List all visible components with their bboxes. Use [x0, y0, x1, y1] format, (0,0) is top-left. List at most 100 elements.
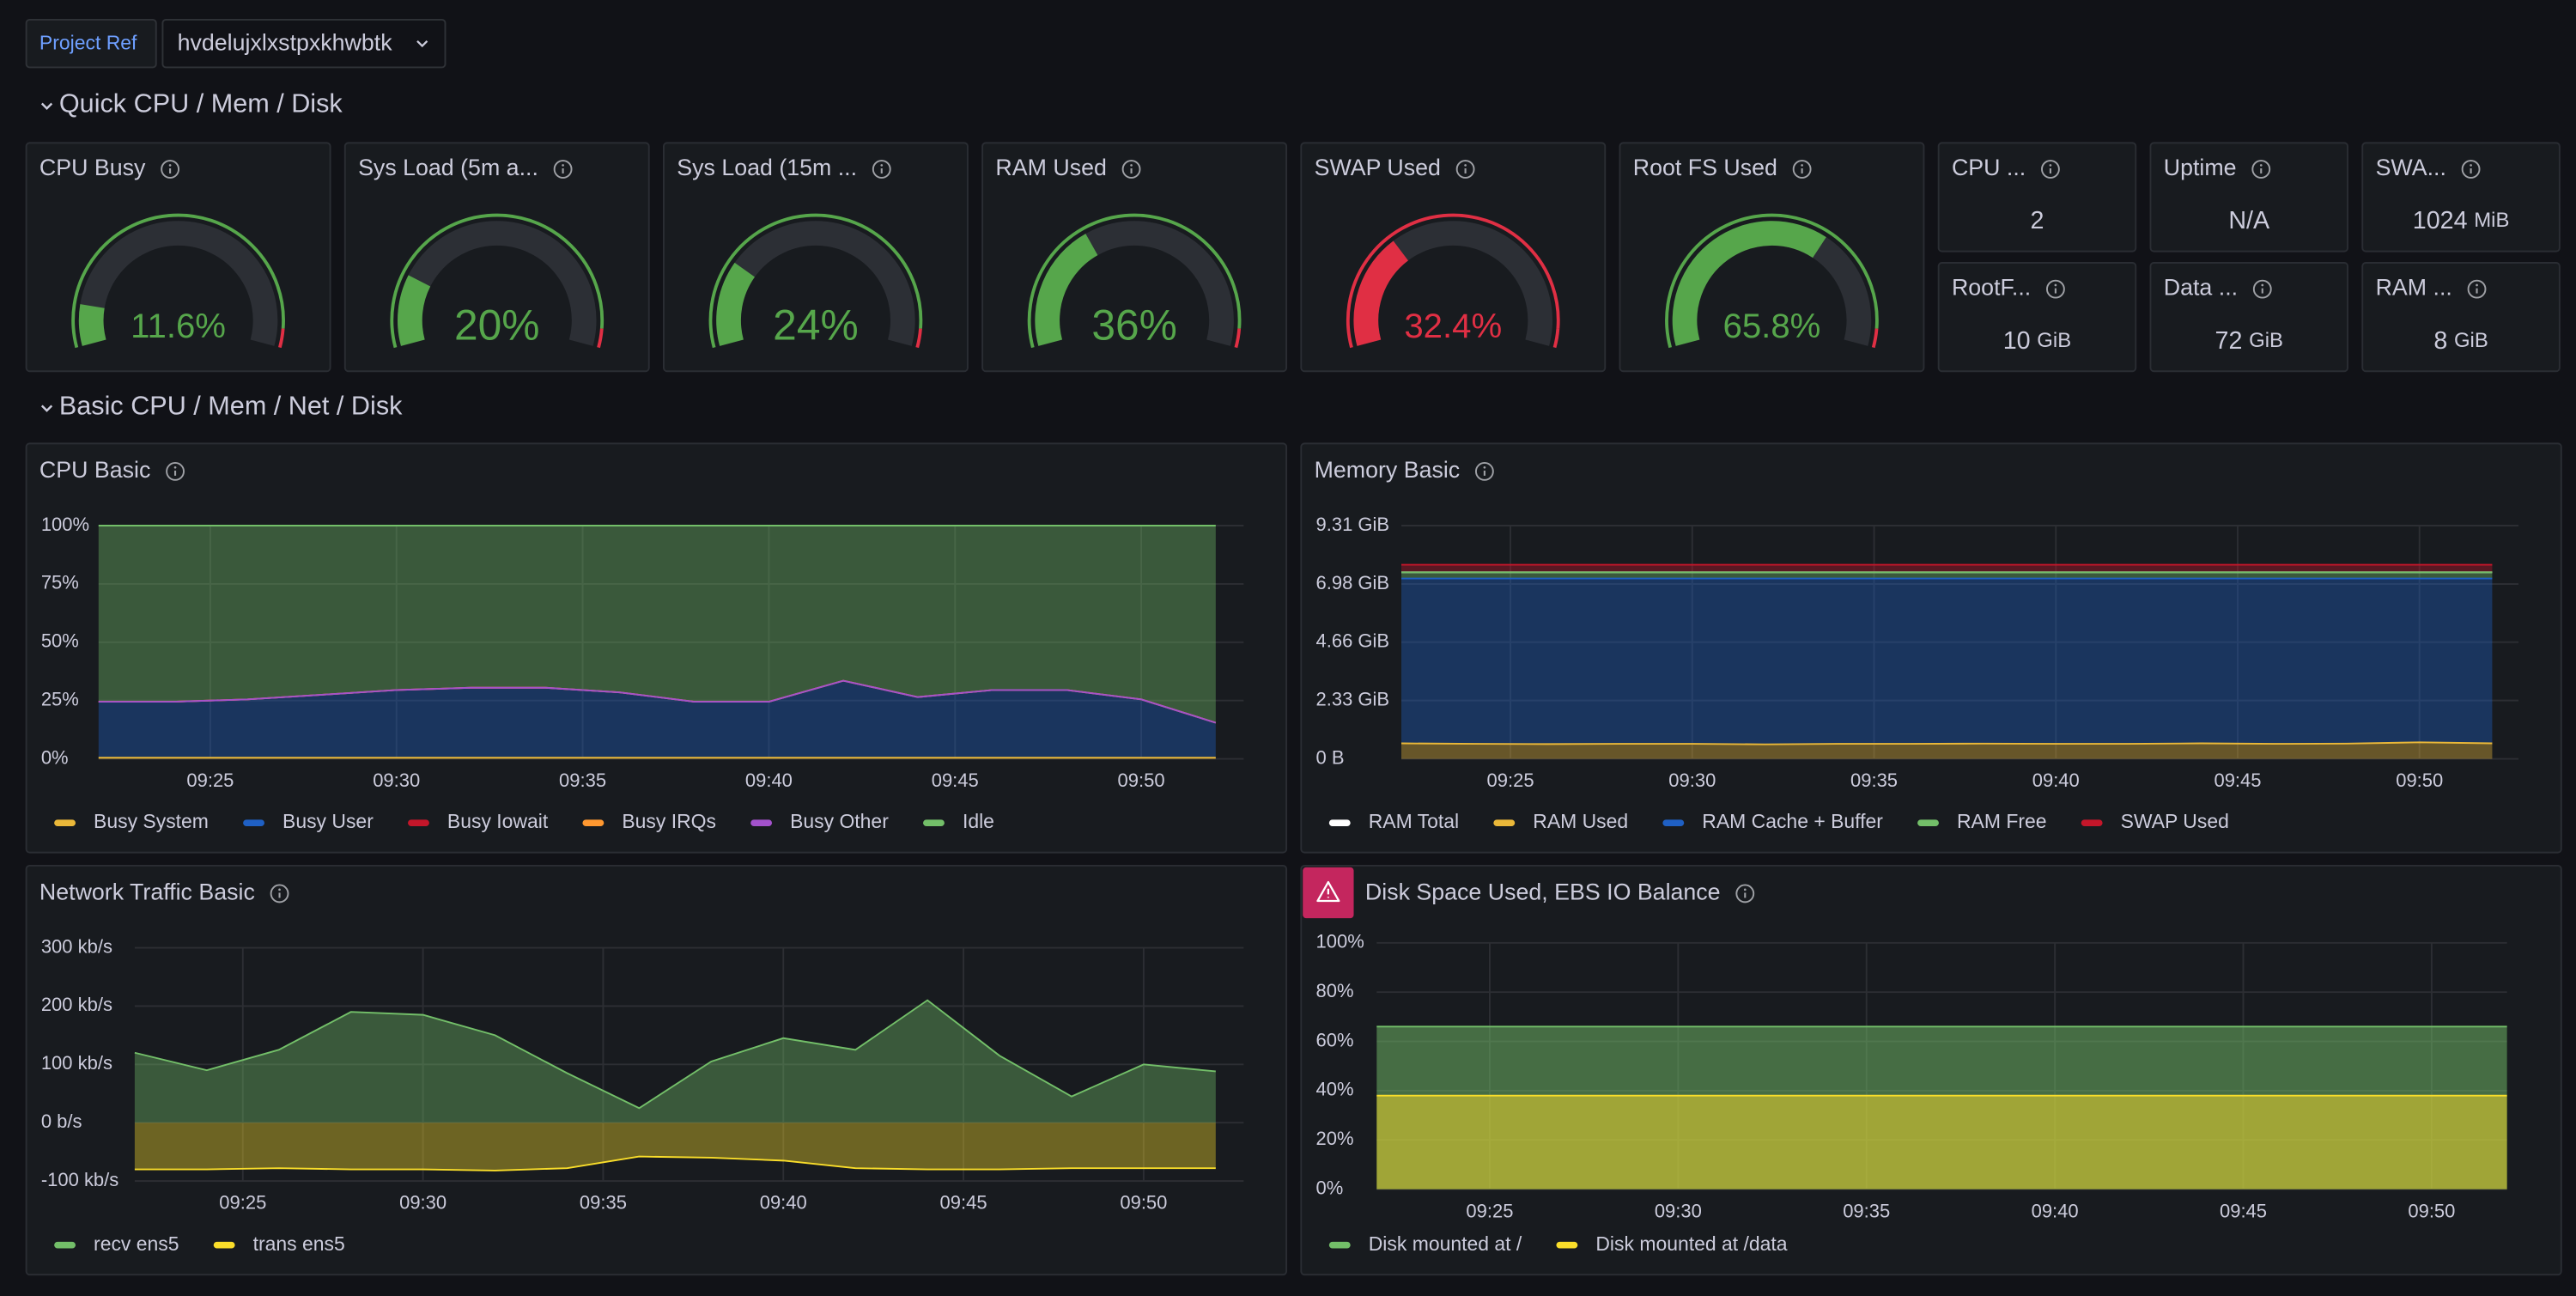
- x-tick-label: 09:30: [1668, 770, 1716, 791]
- stat-value: 8GiB: [2433, 326, 2488, 354]
- panel-title: Sys Load (5m a...: [358, 155, 538, 180]
- info-dot: [562, 164, 564, 167]
- section-title: Basic CPU / Mem / Net / Disk: [59, 391, 403, 420]
- y-tick-label: 100 kb/s: [41, 1052, 112, 1074]
- y-tick-label: 40%: [1316, 1079, 1354, 1100]
- info-dot: [1464, 164, 1467, 167]
- x-tick-label: 09:45: [932, 770, 979, 791]
- info-dot: [1484, 466, 1486, 469]
- y-tick-label: 60%: [1316, 1029, 1354, 1050]
- legend-label: Busy User: [283, 810, 374, 832]
- info-dot: [2470, 164, 2472, 167]
- legend-label: Busy IRQs: [622, 810, 716, 832]
- panel-title: Network Traffic Basic: [39, 879, 255, 905]
- legend-label: trans ens5: [253, 1232, 345, 1255]
- y-tick-label: 100%: [41, 514, 89, 535]
- info-dot: [1744, 888, 1747, 891]
- stat-value: 2: [2030, 207, 2044, 234]
- y-tick-label: 100%: [1316, 931, 1364, 952]
- gauge-value: 20%: [454, 301, 540, 350]
- x-tick-label: 09:30: [399, 1192, 447, 1214]
- info-dot: [2260, 164, 2263, 167]
- legend-label: Busy Iowait: [447, 810, 549, 832]
- stat-value: 1024MiB: [2413, 207, 2510, 234]
- y-tick-label: 50%: [41, 630, 79, 652]
- y-tick-label: 0%: [1316, 1177, 1344, 1198]
- y-tick-label: 9.31 GiB: [1316, 514, 1390, 535]
- panel-title: SWA...: [2376, 155, 2446, 180]
- gauge-value-arc: [410, 281, 419, 343]
- x-tick-label: 09:30: [1655, 1200, 1702, 1221]
- y-tick-label: 25%: [41, 689, 79, 710]
- y-tick-label: 200 kb/s: [41, 994, 112, 1015]
- y-tick-label: 0 B: [1316, 746, 1345, 768]
- y-tick-label: 0%: [41, 746, 69, 768]
- gauge-value: 32.4%: [1404, 307, 1502, 345]
- area-fill: [1401, 565, 2492, 573]
- x-tick-label: 09:45: [940, 1192, 987, 1214]
- info-dot: [1130, 164, 1133, 167]
- project-dropdown[interactable]: hvdelujxlxstpxkhwbtk: [162, 20, 445, 67]
- stat-number: 10: [2003, 326, 2031, 354]
- area-fill: [1401, 572, 2492, 578]
- x-tick-label: 09:45: [2214, 770, 2261, 791]
- legend-label: Disk mounted at /data: [1595, 1232, 1787, 1255]
- x-tick-label: 09:25: [219, 1192, 266, 1214]
- x-tick-label: 09:45: [2220, 1200, 2267, 1221]
- legend-label: recv ens5: [94, 1232, 179, 1255]
- y-tick-label: 2.33 GiB: [1316, 688, 1390, 709]
- info-dot: [1801, 164, 1803, 167]
- x-tick-label: 09:25: [186, 770, 234, 791]
- y-tick-label: 20%: [1316, 1128, 1354, 1149]
- x-tick-label: 09:40: [760, 1192, 807, 1214]
- info-dot: [169, 164, 172, 167]
- section-header[interactable]: Quick CPU / Mem / Disk: [42, 88, 343, 118]
- x-tick-label: 09:50: [2396, 770, 2443, 791]
- gauge-value-arc: [91, 306, 94, 343]
- panel-title: CPU Busy: [39, 155, 146, 180]
- info-dot: [2261, 284, 2263, 287]
- panel-title: CPU ...: [1952, 155, 2026, 180]
- area-fill: [1401, 579, 2492, 745]
- y-tick-label: 6.98 GiB: [1316, 572, 1390, 593]
- x-tick-label: 09:35: [559, 770, 606, 791]
- x-tick-label: 09:30: [373, 770, 420, 791]
- x-tick-label: 09:40: [745, 770, 793, 791]
- info-dot: [278, 888, 281, 891]
- section-header[interactable]: Basic CPU / Mem / Net / Disk: [42, 391, 403, 420]
- info-dot: [2050, 164, 2052, 167]
- stat-number: N/A: [2228, 207, 2270, 234]
- project-label: Project Ref: [39, 32, 137, 54]
- section-title: Quick CPU / Mem / Disk: [59, 88, 343, 118]
- gauge-value: 65.8%: [1723, 307, 1821, 345]
- x-tick-label: 09:40: [2032, 770, 2080, 791]
- stat-value: 72GiB: [2215, 326, 2283, 354]
- legend-label: RAM Free: [1957, 810, 2047, 832]
- stat-unit: GiB: [2037, 329, 2071, 352]
- panel-title: RAM ...: [2376, 275, 2452, 301]
- legend-label: RAM Used: [1533, 810, 1628, 832]
- panel-title: RAM Used: [995, 155, 1106, 180]
- y-tick-label: 80%: [1316, 980, 1354, 1001]
- panel-title: Sys Load (15m ...: [677, 155, 857, 180]
- y-tick-label: 0 b/s: [41, 1110, 82, 1132]
- y-tick-label: 75%: [41, 572, 79, 593]
- legend-label: Disk mounted at /: [1369, 1232, 1522, 1255]
- legend-label: Busy System: [94, 810, 209, 832]
- legend-label: Busy Other: [790, 810, 889, 832]
- panel-title: SWAP Used: [1315, 155, 1441, 180]
- gauge-value: 36%: [1091, 301, 1177, 350]
- x-tick-label: 09:35: [580, 1192, 627, 1214]
- stat-unit: GiB: [2454, 329, 2488, 352]
- area-fill: [1376, 1096, 2506, 1190]
- x-tick-label: 09:50: [1118, 770, 1165, 791]
- x-tick-label: 09:25: [1487, 770, 1534, 791]
- stat-unit: GiB: [2249, 329, 2283, 352]
- info-dot: [174, 466, 177, 469]
- panel-title: Data ...: [2164, 275, 2238, 301]
- x-tick-label: 09:35: [1850, 770, 1898, 791]
- panel-title: Memory Basic: [1315, 457, 1461, 483]
- stat-number: 2: [2030, 207, 2044, 234]
- legend-label: RAM Total: [1369, 810, 1459, 832]
